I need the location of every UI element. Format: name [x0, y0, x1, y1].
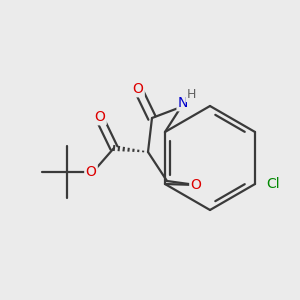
Text: O: O [133, 82, 143, 96]
Text: H: H [186, 88, 196, 101]
Text: N: N [178, 96, 188, 110]
Text: O: O [85, 165, 96, 179]
Text: O: O [94, 110, 105, 124]
Text: Cl: Cl [266, 177, 280, 191]
Text: O: O [190, 178, 201, 192]
